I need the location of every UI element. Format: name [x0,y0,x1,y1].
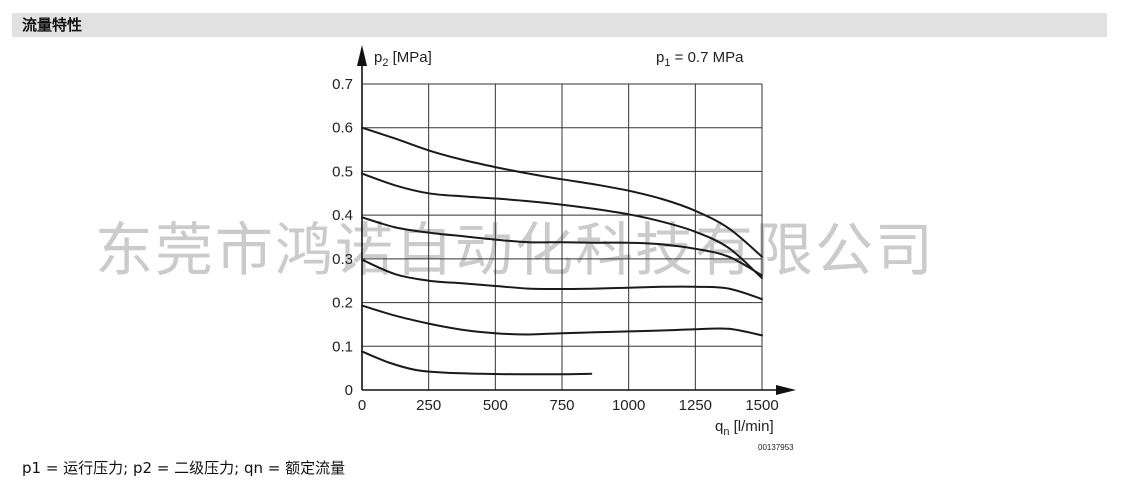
section-title: 流量特性 [22,16,83,34]
y-tick-label: 0.2 [332,295,353,312]
y-axis-label: p2 [MPa] [374,49,432,69]
grid [362,83,763,390]
y-tick-label: 0.6 [332,120,353,137]
tick-labels: 0 250 500 750 1000 1250 1500 0 0.1 0.2 0.3 0.4 0.5 0.… [332,76,779,414]
series-lines [361,126,763,376]
y-tick-label: 0.4 [332,207,353,224]
y-tick-label: 0.5 [332,163,353,180]
x-tick-label: 1250 [679,397,712,414]
series-line-1 [361,126,763,258]
x-tick-label: 1500 [745,397,778,414]
x-tick-label: 0 [358,397,366,414]
series-line-4 [361,258,763,301]
y-tick-label: 0.3 [332,251,353,268]
inlet-pressure-annotation: p1 = 0.7 MPa [656,49,744,69]
y-tick-label: 0 [345,382,353,399]
y-tick-label: 0.1 [332,338,353,355]
x-axis-arrow [776,385,796,395]
x-tick-label: 500 [483,397,508,414]
x-axis-label: qn [l/min] [715,418,774,438]
axes [357,45,796,395]
x-tick-label: 250 [416,397,441,414]
series-line-2 [361,172,763,280]
section-header: 流量特性 [12,13,1107,37]
y-axis-arrow [357,45,367,66]
x-tick-label: 1000 [612,397,645,414]
footnote-legend: p1 = 运行压力; p2 = 二级压力; qn = 额定流量 [22,459,346,477]
series-line-5 [361,304,763,337]
figure-code: 00137953 [758,443,794,452]
x-tick-label: 750 [549,397,574,414]
y-tick-label: 0.7 [332,76,353,93]
series-line-3 [361,216,763,277]
series-line-6 [361,350,593,376]
